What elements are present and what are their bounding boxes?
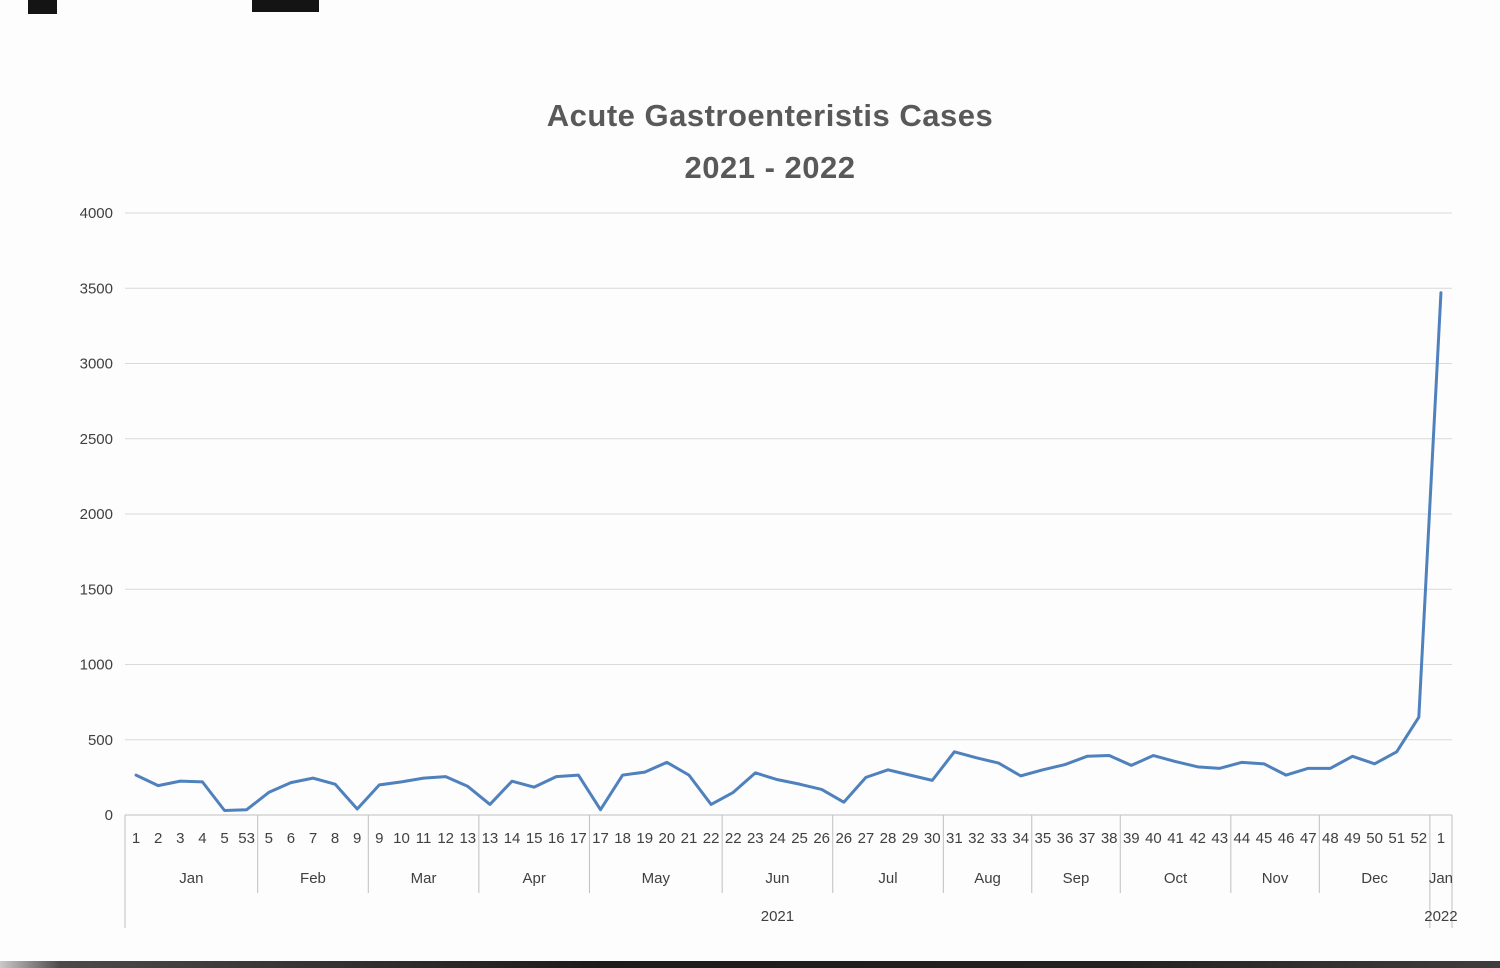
week-label: 52: [1410, 830, 1427, 847]
week-label: 27: [858, 830, 875, 847]
week-label: 34: [1012, 830, 1029, 847]
y-tick-label: 2000: [80, 506, 113, 523]
month-label: Apr: [522, 870, 545, 887]
week-label: 37: [1079, 830, 1096, 847]
week-label: 45: [1256, 830, 1273, 847]
week-label: 44: [1234, 830, 1251, 847]
week-label: 20: [659, 830, 676, 847]
week-label: 22: [703, 830, 720, 847]
week-label: 11: [416, 830, 432, 847]
week-label: 23: [747, 830, 764, 847]
scan-artifact-top-center: [252, 0, 319, 12]
y-tick-label: 3500: [80, 280, 113, 297]
month-label: Mar: [411, 870, 437, 887]
week-label: 29: [902, 830, 919, 847]
month-label: Nov: [1262, 870, 1289, 887]
week-label: 7: [309, 830, 317, 847]
scan-artifact-bottom-bar: [0, 961, 1500, 968]
month-label: Oct: [1164, 870, 1188, 887]
y-tick-label: 2500: [80, 431, 113, 448]
chart-title: Acute Gastroenteristis Cases 2021 - 2022: [20, 90, 1500, 194]
y-tick-label: 1000: [80, 657, 113, 674]
week-label: 53: [238, 830, 255, 847]
year-label: 2021: [761, 908, 794, 925]
month-label: Jun: [765, 870, 789, 887]
week-label: 46: [1278, 830, 1295, 847]
year-label: 2022: [1424, 908, 1457, 925]
week-label: 41: [1167, 830, 1184, 847]
month-label: Jul: [878, 870, 897, 887]
month-label: Jan: [179, 870, 203, 887]
week-label: 48: [1322, 830, 1339, 847]
week-label: 18: [614, 830, 631, 847]
week-label: 50: [1366, 830, 1383, 847]
week-label: 17: [592, 830, 609, 847]
week-label: 35: [1034, 830, 1051, 847]
week-label: 3: [176, 830, 184, 847]
week-label: 39: [1123, 830, 1140, 847]
chart-title-line1: Acute Gastroenteristis Cases: [546, 98, 994, 133]
month-label: Aug: [974, 870, 1001, 887]
week-label: 26: [835, 830, 852, 847]
y-tick-label: 3000: [80, 356, 113, 373]
y-tick-label: 500: [88, 732, 113, 749]
week-label: 5: [220, 830, 228, 847]
month-label: Jan: [1429, 870, 1453, 887]
week-label: 31: [946, 830, 963, 847]
y-tick-label: 0: [105, 807, 113, 824]
week-label: 4: [198, 830, 206, 847]
cases-series-line: [134, 291, 1443, 812]
week-label: 47: [1300, 830, 1317, 847]
week-label: 6: [287, 830, 295, 847]
scan-artifact-top-left: [28, 0, 57, 14]
chart-title-line2: 2021 - 2022: [684, 150, 856, 185]
month-label: Sep: [1063, 870, 1090, 887]
week-label: 9: [353, 830, 361, 847]
week-label: 28: [880, 830, 897, 847]
week-label: 30: [924, 830, 941, 847]
week-label: 5: [265, 830, 273, 847]
week-label: 9: [375, 830, 383, 847]
week-label: 25: [791, 830, 808, 847]
week-label: 32: [968, 830, 985, 847]
week-label: 15: [526, 830, 543, 847]
y-tick-label: 1500: [80, 581, 113, 598]
week-label: 24: [769, 830, 786, 847]
month-label: Feb: [300, 870, 326, 887]
week-label: 2: [154, 830, 162, 847]
week-label: 16: [548, 830, 565, 847]
week-label: 10: [393, 830, 410, 847]
y-tick-label: 4000: [80, 205, 113, 222]
week-label: 19: [636, 830, 653, 847]
week-label: 51: [1388, 830, 1405, 847]
month-label: Dec: [1361, 870, 1388, 887]
week-label: 42: [1189, 830, 1206, 847]
week-label: 40: [1145, 830, 1162, 847]
week-label: 12: [437, 830, 454, 847]
week-label: 33: [990, 830, 1007, 847]
week-label: 38: [1101, 830, 1118, 847]
week-label: 13: [482, 830, 499, 847]
week-label: 26: [813, 830, 830, 847]
week-label: 1: [1437, 830, 1445, 847]
week-label: 1: [132, 830, 140, 847]
week-label: 17: [570, 830, 587, 847]
week-label: 49: [1344, 830, 1361, 847]
week-label: 14: [504, 830, 521, 847]
week-label: 22: [725, 830, 742, 847]
week-label: 43: [1211, 830, 1228, 847]
week-label: 36: [1057, 830, 1074, 847]
week-label: 8: [331, 830, 339, 847]
week-label: 21: [681, 830, 698, 847]
month-label: May: [642, 870, 671, 887]
week-label: 13: [459, 830, 476, 847]
